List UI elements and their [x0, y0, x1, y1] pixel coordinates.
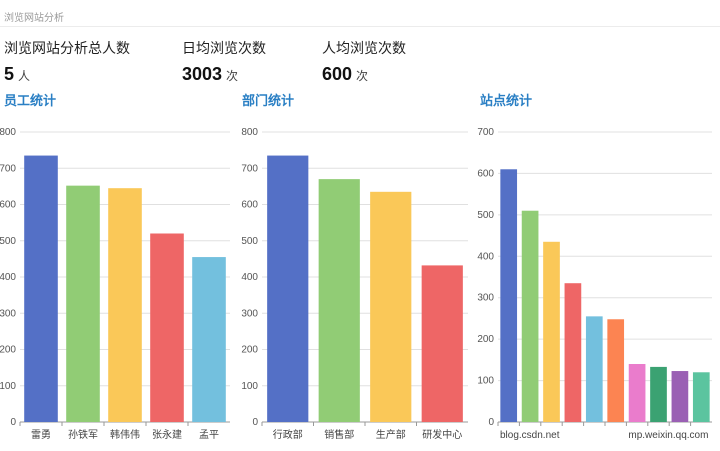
bar-mp.weixin.qq.com — [628, 364, 646, 422]
bar-孟平 — [192, 257, 226, 422]
y-tick-label: 500 — [241, 236, 258, 247]
stat-unit: 次 — [226, 69, 239, 83]
site-chart-title: 站点统计 — [480, 93, 533, 108]
bar-雷勇 — [24, 155, 58, 422]
bar-研发中心 — [421, 265, 463, 422]
stat-daily-views: 日均浏览次数 3003 次 — [182, 38, 266, 85]
y-tick-label: 300 — [0, 308, 16, 319]
bar-韩伟伟 — [108, 188, 142, 422]
x-category-label: 行政部 — [273, 428, 303, 441]
y-tick-label: 0 — [10, 417, 16, 428]
y-tick-label: 600 — [241, 200, 258, 211]
x-category-label: 孟平 — [199, 429, 219, 441]
y-tick-label: 100 — [0, 381, 16, 392]
y-tick-label: 200 — [241, 345, 258, 356]
stat-label: 浏览网站分析总人数 — [4, 40, 130, 56]
x-category-label: 销售部 — [324, 428, 354, 441]
employee-bar-chart: 0 100 200 300 400 500 600 700 800 雷勇 孙铁军 韩伟伟 张永建 孟平 — [0, 127, 230, 441]
x-category-label: 韩伟伟 — [110, 428, 140, 441]
department-bar-chart: 0 100 200 300 400 500 600 700 800 行政部 销售部 生产部 研发中心 — [241, 127, 468, 441]
stat-views-per-user: 人均浏览次数 600 次 — [322, 38, 406, 85]
bar-销售部 — [318, 179, 360, 422]
x-category-label: 孙铁军 — [68, 428, 98, 441]
y-tick-label: 400 — [0, 272, 16, 283]
page-title: 浏览网站分析 — [4, 13, 64, 24]
x-category-label: blog.csdn.net — [500, 430, 560, 441]
x-category-label: 雷勇 — [31, 429, 51, 441]
department-chart-title: 部门统计 — [242, 93, 295, 108]
bar-item-8 — [650, 366, 667, 422]
y-tick-label: 500 — [0, 236, 16, 247]
bar-行政部 — [267, 155, 309, 422]
bar-blog.csdn.net — [500, 169, 518, 422]
stat-label: 日均浏览次数 — [182, 40, 266, 56]
title-divider — [0, 26, 720, 27]
y-tick-label: 700 — [477, 127, 494, 138]
stat-unit: 人 — [18, 69, 31, 83]
y-tick-label: 0 — [252, 417, 258, 428]
bar-item-9 — [671, 371, 689, 422]
y-tick-label: 200 — [477, 334, 494, 345]
stat-value: 3003 — [182, 64, 223, 84]
bar-item-6 — [607, 319, 625, 422]
y-tick-label: 700 — [0, 163, 16, 174]
stat-value: 600 — [322, 64, 353, 84]
stat-label: 人均浏览次数 — [322, 40, 406, 56]
bar-生产部 — [370, 191, 412, 422]
y-tick-label: 400 — [477, 251, 494, 262]
bar-孙铁军 — [66, 185, 100, 422]
stat-value: 5 — [4, 64, 15, 84]
y-tick-label: 0 — [488, 417, 494, 428]
y-tick-label: 400 — [241, 272, 258, 283]
y-tick-label: 600 — [477, 168, 494, 179]
bar-item-5 — [585, 316, 603, 422]
y-tick-label: 500 — [477, 210, 494, 221]
employee-chart-title: 员工统计 — [4, 93, 57, 108]
y-tick-label: 800 — [0, 127, 16, 138]
x-category-label: 张永建 — [152, 428, 182, 441]
bar-item-4 — [564, 283, 582, 422]
y-tick-label: 200 — [0, 345, 16, 356]
y-tick-label: 100 — [477, 376, 494, 387]
y-tick-label: 600 — [0, 200, 16, 211]
site-bar-chart: 0 100 200 300 400 500 600 700 blog.csdn.net mp.we… — [477, 127, 712, 441]
y-tick-label: 300 — [241, 308, 258, 319]
x-category-label: 研发中心 — [422, 428, 462, 441]
x-category-label: 生产部 — [376, 428, 406, 441]
x-category-label: mp.weixin.qq.com — [628, 430, 708, 441]
bar-item-2 — [521, 210, 539, 422]
bar-张永建 — [150, 233, 184, 422]
y-tick-label: 100 — [241, 381, 258, 392]
bar-item-10 — [692, 372, 710, 422]
y-tick-label: 300 — [477, 293, 494, 304]
y-tick-label: 700 — [241, 163, 258, 174]
stat-unit: 次 — [356, 69, 369, 83]
bar-item-3 — [543, 241, 560, 422]
y-tick-label: 800 — [241, 127, 258, 138]
